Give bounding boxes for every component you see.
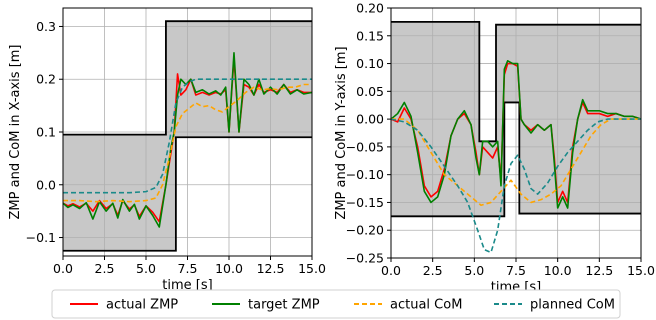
x-tick-label: 10.0 [215, 261, 243, 276]
x-tick-label: 2.5 [95, 261, 115, 276]
y-tick-label: −0.1 [26, 230, 56, 245]
y-tick-label: 0.05 [356, 84, 384, 99]
legend-label: actual ZMP [106, 298, 178, 313]
series-planned-com [63, 78, 312, 194]
y-axis-zmp-com-plot: 0.0 2.5 5.0 7.5 10.0 12.5 15.0 −0.25 −0.20 −0.15 −… [334, 1, 655, 296]
x-tick-label: 2.5 [423, 263, 443, 278]
y-tick-label: −0.25 [346, 251, 384, 266]
x-tick-label: 12.5 [585, 263, 613, 278]
series-planned-com [391, 118, 641, 254]
legend-box [51, 289, 621, 319]
x-tick-label: 12.5 [257, 261, 285, 276]
x-axis-label: time [s] [162, 278, 212, 293]
support-lower-bound [391, 101, 641, 218]
y-tick-label: −0.05 [346, 139, 384, 154]
series-actual-com [63, 83, 312, 203]
x-tick-label: 7.5 [178, 261, 198, 276]
x-tick-label: 5.0 [464, 263, 484, 278]
series-target-zmp [391, 59, 641, 209]
x-axis-zmp-com-plot: 0.0 2.5 5.0 7.5 10.0 12.5 15.0 −0.1 0.0 0.1 0.2 0.3… [8, 7, 326, 293]
x-tick-label: 0.0 [381, 263, 401, 278]
y-tick-label: −0.10 [346, 167, 384, 182]
legend-label: actual CoM [390, 298, 462, 313]
x-tick-label: 5.0 [136, 261, 156, 276]
y-tick-label: 0.0 [36, 177, 56, 192]
y-tick-label: 0.10 [356, 56, 384, 71]
legend: actual ZMP target ZMP actual CoM planned Co… [51, 289, 621, 319]
y-tick-label: 0.1 [36, 125, 56, 140]
support-lower-bound [63, 136, 312, 252]
y-tick-label: 0.20 [356, 1, 384, 16]
x-tick-label: 15.0 [298, 261, 326, 276]
x-tick-label: 0.0 [53, 261, 73, 276]
y-tick-label: −0.15 [346, 195, 384, 210]
x-tick-label: 7.5 [506, 263, 526, 278]
y-tick-label: 0.3 [36, 19, 56, 34]
legend-label: planned CoM [530, 298, 615, 313]
y-axis-label: ZMP and CoM in X-axis [m] [8, 45, 23, 220]
y-tick-label: −0.20 [346, 223, 384, 238]
support-region [391, 21, 641, 217]
y-tick-label: 0.15 [356, 28, 384, 43]
y-axis-label: ZMP and CoM in Y-axis [m] [334, 46, 349, 219]
y-tick-label: 0.00 [356, 112, 384, 127]
y-tick-label: 0.2 [36, 72, 56, 87]
series-actual-com [391, 118, 641, 207]
legend-label: target ZMP [248, 298, 320, 313]
x-tick-label: 10.0 [544, 263, 572, 278]
x-tick-label: 15.0 [627, 263, 655, 278]
support-upper-bound [63, 20, 312, 136]
